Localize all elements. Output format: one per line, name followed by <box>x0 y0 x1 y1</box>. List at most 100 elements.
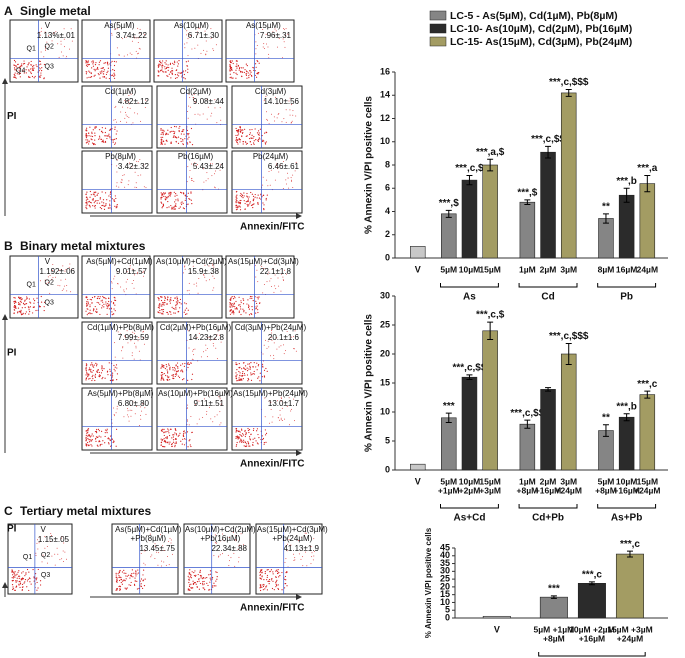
event-dot <box>33 576 35 578</box>
event-dot <box>159 64 161 66</box>
event-dot <box>174 62 176 64</box>
event-dot <box>133 572 135 574</box>
event-dot <box>109 370 111 372</box>
event-dot <box>100 300 102 302</box>
event-dot <box>210 37 212 39</box>
event-dot <box>230 557 232 559</box>
event-dot <box>184 432 186 434</box>
event-dot <box>94 143 96 146</box>
event-dot <box>54 276 56 278</box>
event-dot <box>107 442 110 444</box>
event-dot <box>88 70 90 72</box>
event-dot <box>127 54 129 56</box>
plot-label: +Pb(16µM) <box>200 534 240 543</box>
event-dot <box>65 558 67 560</box>
event-dot <box>141 587 144 589</box>
event-dot <box>104 377 106 379</box>
plot-label: As(5µM)+Cd(1µM) <box>86 257 153 266</box>
event-dot <box>88 439 90 441</box>
event-dot <box>235 300 237 303</box>
event-dot <box>94 207 96 209</box>
event-dot <box>115 364 118 366</box>
event-dot <box>135 50 137 52</box>
event-dot <box>248 378 250 381</box>
event-dot <box>261 376 264 378</box>
bar <box>461 376 478 471</box>
event-dot <box>95 430 98 432</box>
dose-label: +16µM <box>613 485 639 495</box>
event-dot <box>123 579 125 581</box>
event-dot <box>124 100 126 102</box>
bar <box>410 463 426 471</box>
event-dot <box>29 301 31 303</box>
event-dot <box>235 308 238 310</box>
event-dot <box>271 332 273 334</box>
event-dot <box>237 548 239 550</box>
event-dot <box>28 75 30 78</box>
event-dot <box>87 139 89 141</box>
dose-label: +24µM <box>634 485 660 495</box>
event-dot <box>269 571 271 573</box>
event-dot <box>92 369 94 372</box>
event-dot <box>266 370 268 372</box>
event-dot <box>161 364 163 366</box>
event-dot <box>32 65 34 68</box>
event-dot <box>276 117 278 119</box>
event-dot <box>179 302 181 304</box>
event-dot <box>235 204 238 207</box>
event-dot <box>162 313 164 315</box>
event-dot <box>143 186 145 188</box>
event-dot <box>313 538 315 540</box>
event-dot <box>237 133 240 135</box>
event-dot <box>51 40 53 42</box>
event-dot <box>219 540 221 542</box>
event-dot <box>111 380 113 382</box>
event-dot <box>257 194 259 196</box>
event-dot <box>174 373 176 375</box>
event-dot <box>13 572 15 574</box>
event-dot <box>144 578 146 580</box>
event-dot <box>171 437 173 439</box>
event-dot <box>115 445 117 447</box>
event-dot <box>184 268 186 270</box>
event-dot <box>154 545 156 547</box>
flow-plot: Pb(24µM)6.46±.61 <box>231 150 303 214</box>
event-dot <box>161 207 163 209</box>
event-dot <box>22 63 25 65</box>
event-dot <box>202 576 205 579</box>
event-dot <box>85 199 88 201</box>
event-dot <box>311 556 313 558</box>
bar <box>560 353 577 471</box>
event-dot <box>189 141 191 143</box>
event-dot <box>97 445 99 447</box>
event-dot <box>285 350 287 352</box>
event-dot <box>59 285 61 287</box>
event-dot <box>116 577 118 579</box>
significance-label: ***,c,$$ <box>452 363 486 374</box>
event-dot <box>172 299 175 302</box>
event-dot <box>159 309 161 312</box>
event-dot <box>62 550 64 552</box>
event-dot <box>162 65 164 67</box>
event-dot <box>249 366 251 369</box>
event-dot <box>202 417 204 419</box>
event-dot <box>32 568 34 571</box>
event-dot <box>236 200 238 202</box>
dose-label: 5µM <box>440 264 457 274</box>
event-dot <box>175 203 177 205</box>
event-dot <box>97 295 99 298</box>
event-dot <box>137 102 139 104</box>
group-label: Cd+Pb <box>532 513 564 524</box>
event-dot <box>219 554 221 556</box>
plot-label: As(10µM)+Cd(2µM) <box>156 257 227 266</box>
event-dot <box>174 195 176 197</box>
event-dot <box>187 143 189 145</box>
event-dot <box>235 199 237 201</box>
event-dot <box>247 427 249 430</box>
event-dot <box>133 274 135 276</box>
event-dot <box>268 271 270 273</box>
event-dot <box>185 303 187 305</box>
event-dot <box>100 72 102 75</box>
event-dot <box>113 441 115 443</box>
event-dot <box>262 292 264 294</box>
